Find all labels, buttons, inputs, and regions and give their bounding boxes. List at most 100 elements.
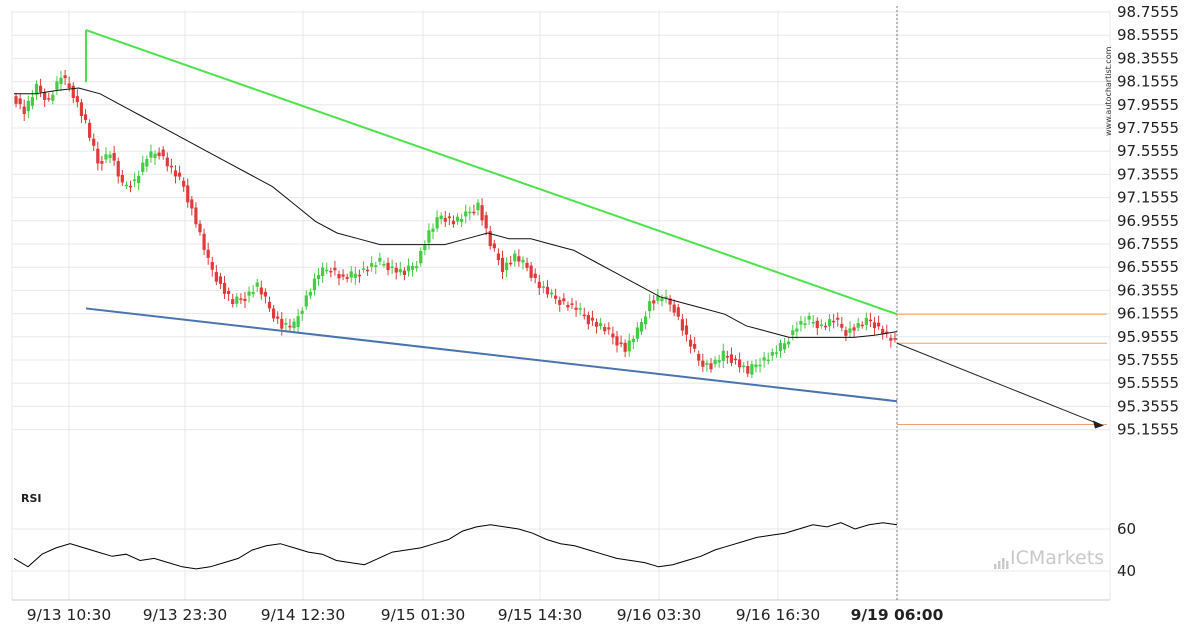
candle-up bbox=[423, 245, 427, 251]
candle-down bbox=[22, 106, 26, 115]
candle-up bbox=[435, 217, 439, 229]
projection-arrow bbox=[896, 342, 1101, 425]
price-tick-label: 98.1555 bbox=[1117, 73, 1179, 91]
candle-down bbox=[341, 274, 345, 277]
candle-down bbox=[47, 98, 51, 100]
candle-down bbox=[480, 205, 484, 221]
candle-down bbox=[186, 185, 190, 203]
candles bbox=[14, 30, 897, 379]
candle-down bbox=[190, 199, 194, 209]
candle-down bbox=[533, 273, 537, 279]
brand-name: Markets bbox=[1029, 547, 1104, 569]
candle-down bbox=[67, 83, 71, 89]
candle-down bbox=[202, 233, 206, 250]
candle-up bbox=[635, 327, 640, 339]
candle-down bbox=[198, 223, 202, 233]
candle-up bbox=[439, 215, 443, 220]
lower-trendline bbox=[85, 307, 898, 403]
candle-down bbox=[725, 355, 729, 358]
candle-down bbox=[562, 298, 566, 302]
candle-up bbox=[316, 275, 321, 280]
candle-down bbox=[83, 114, 88, 121]
candle-down bbox=[529, 265, 533, 278]
candle-up bbox=[296, 316, 300, 327]
candle-down bbox=[885, 331, 889, 334]
candle-down bbox=[120, 175, 124, 183]
candle-down bbox=[623, 342, 627, 352]
candle-down bbox=[860, 324, 864, 327]
candle-up bbox=[803, 323, 807, 326]
candle-up bbox=[774, 352, 779, 354]
candle-up bbox=[476, 202, 480, 211]
candle-up bbox=[656, 295, 660, 301]
candle-up bbox=[811, 321, 815, 324]
price-tick-label: 97.9555 bbox=[1117, 96, 1179, 114]
candle-down bbox=[652, 300, 656, 304]
price-tick-label: 96.5555 bbox=[1117, 258, 1179, 276]
candle-down bbox=[603, 326, 607, 332]
candle-up bbox=[370, 263, 374, 267]
time-tick-label: 9/14 12:30 bbox=[261, 606, 345, 624]
candle-down bbox=[615, 336, 619, 346]
candle-up bbox=[541, 286, 545, 288]
candle-down bbox=[63, 75, 67, 79]
time-tick-label: 9/19 06:00 bbox=[851, 606, 944, 624]
candle-up bbox=[819, 324, 823, 326]
candle-up bbox=[717, 360, 721, 363]
candle-down bbox=[729, 354, 734, 363]
candle-up bbox=[137, 175, 141, 184]
candle-up bbox=[742, 365, 746, 368]
candle-down bbox=[239, 298, 243, 300]
candle-down bbox=[554, 295, 558, 299]
candle-down bbox=[447, 216, 451, 219]
candle-up bbox=[460, 218, 464, 222]
candle-up bbox=[415, 266, 419, 269]
time-axis-ticks: 9/13 10:30 9/13 23:30 9/14 12:30 9/15 01:30… bbox=[27, 606, 944, 624]
candle-up bbox=[304, 295, 308, 307]
candle-down bbox=[386, 262, 390, 271]
candle-up bbox=[856, 323, 860, 328]
candle-up bbox=[26, 100, 30, 112]
price-tick-label: 95.7555 bbox=[1117, 351, 1179, 369]
candle-up bbox=[648, 301, 652, 312]
brand-bar bbox=[1002, 558, 1005, 569]
candle-up bbox=[382, 263, 386, 266]
price-tick-label: 97.7555 bbox=[1117, 119, 1179, 137]
candle-up bbox=[398, 268, 402, 273]
candle-down bbox=[177, 172, 182, 177]
candle-down bbox=[668, 298, 672, 305]
candle-up bbox=[374, 265, 378, 268]
candle-down bbox=[337, 274, 341, 279]
candle-down bbox=[488, 231, 492, 247]
candle-up bbox=[108, 154, 112, 159]
candle-up bbox=[406, 265, 411, 272]
candle-down bbox=[472, 211, 476, 214]
price-tick-label: 97.3555 bbox=[1117, 165, 1179, 183]
upper-trendline bbox=[85, 29, 898, 316]
candle-down bbox=[75, 96, 79, 103]
brand-logo: ICMarkets bbox=[994, 547, 1104, 569]
candle-down bbox=[43, 91, 47, 100]
candle-up bbox=[455, 216, 460, 222]
candle-up bbox=[390, 266, 394, 268]
candle-down bbox=[71, 85, 75, 99]
candle-down bbox=[574, 307, 578, 310]
candle-up bbox=[325, 269, 329, 272]
candle-up bbox=[104, 154, 108, 160]
price-tick-label: 95.1555 bbox=[1117, 421, 1179, 439]
candle-down bbox=[218, 276, 223, 284]
candle-up bbox=[124, 184, 129, 187]
candle-down bbox=[852, 327, 856, 331]
candle-down bbox=[357, 274, 362, 277]
candle-down bbox=[333, 267, 337, 271]
candle-up bbox=[308, 291, 312, 296]
candle-down bbox=[243, 298, 247, 302]
candle-down bbox=[832, 320, 836, 323]
candle-down bbox=[214, 272, 218, 282]
candle-down bbox=[496, 253, 501, 261]
candle-down bbox=[116, 161, 120, 177]
candle-down bbox=[823, 325, 828, 328]
candle-up bbox=[300, 310, 304, 314]
candle-up bbox=[419, 250, 423, 264]
candle-down bbox=[492, 243, 496, 249]
